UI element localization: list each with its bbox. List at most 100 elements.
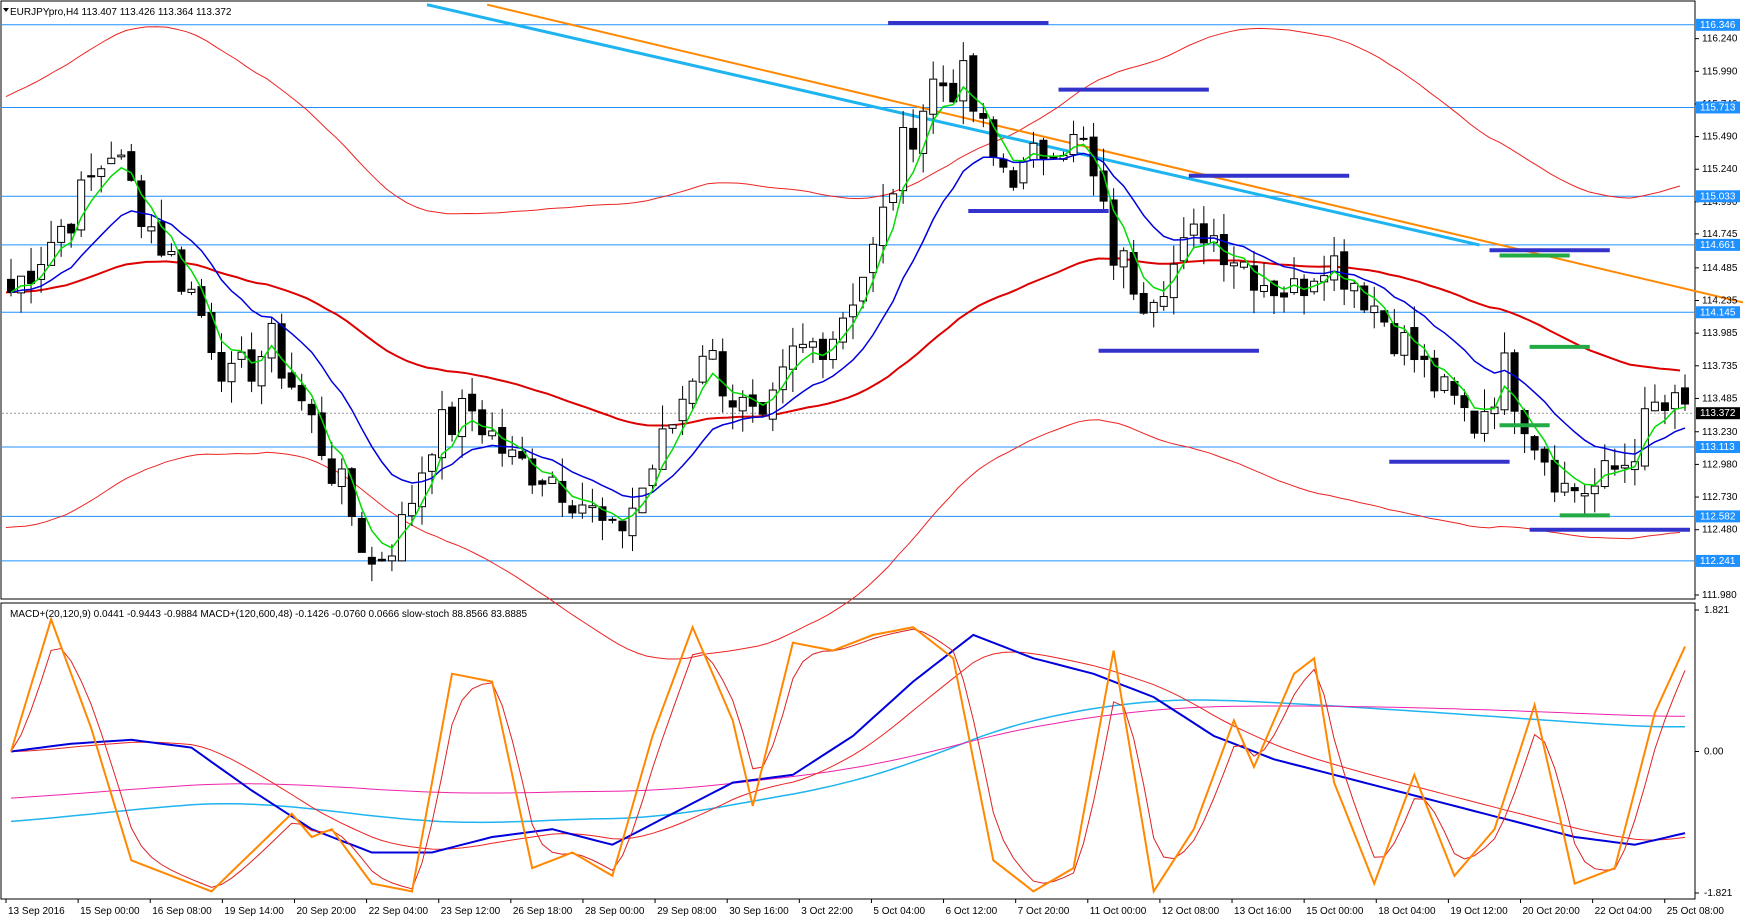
- candle-body: [167, 251, 176, 256]
- candle-body: [1009, 170, 1018, 188]
- candle-body: [1330, 255, 1339, 281]
- candle-body: [1500, 352, 1509, 411]
- candle-body: [1079, 137, 1088, 140]
- candle-body: [778, 366, 787, 391]
- candle-body: [127, 151, 136, 181]
- chevron-down-icon[interactable]: [3, 8, 9, 12]
- candle-body: [608, 518, 617, 521]
- candle-body: [808, 341, 817, 348]
- candle-body: [1069, 134, 1078, 156]
- candle-body: [939, 82, 948, 87]
- macd-slow-magenta: [10, 705, 1685, 799]
- candle-body: [889, 193, 898, 204]
- candle-body: [658, 428, 667, 470]
- candle-body: [347, 468, 356, 518]
- candle-body: [1259, 285, 1269, 292]
- price-tick-label: 113.230: [1702, 427, 1738, 438]
- candle-body: [1440, 376, 1449, 391]
- candle-body: [1139, 293, 1148, 314]
- indicator-tick-label: -1.821: [1704, 888, 1733, 899]
- indicator-label: MACD+(20,120,9) 0.0441 -0.9443 -0.9884 M…: [10, 609, 527, 620]
- candle-body: [1360, 285, 1369, 311]
- candle-body: [568, 505, 577, 514]
- candle-body: [849, 304, 858, 318]
- candle-body: [1380, 310, 1389, 323]
- time-tick-label: 3 Oct 22:00: [801, 906, 853, 917]
- candle-body: [1480, 411, 1489, 434]
- candle-body: [698, 355, 707, 383]
- candle-body: [708, 350, 717, 360]
- candle-body: [1219, 234, 1228, 266]
- level-label: 112.241: [1700, 556, 1736, 567]
- candle-body: [117, 154, 126, 158]
- candle-body: [407, 502, 416, 517]
- candle-body: [1680, 387, 1690, 405]
- candle-body: [678, 398, 687, 422]
- price-tick-label: 115.990: [1702, 66, 1738, 77]
- candle-body: [1109, 199, 1118, 266]
- candle-body: [217, 351, 226, 382]
- candle-body: [1119, 250, 1128, 268]
- price-tick-label: 114.485: [1702, 263, 1738, 274]
- candle-body: [1149, 301, 1158, 313]
- candle-body: [488, 430, 497, 437]
- candle-body: [307, 403, 316, 416]
- candle-body: [688, 380, 697, 404]
- candle-body: [1570, 487, 1579, 492]
- level-label-bg: [1696, 18, 1740, 31]
- envelope-upper: [5, 26, 1681, 215]
- candle-body: [949, 82, 958, 103]
- level-label-bg: [1696, 238, 1740, 251]
- candle-body: [1199, 223, 1208, 244]
- indicator-chart: [10, 616, 1686, 895]
- candle-body: [428, 454, 437, 472]
- candle-body: [1670, 392, 1679, 410]
- level-label: 112.582: [1700, 511, 1736, 522]
- candle-body: [1249, 265, 1258, 291]
- price-tick-label: 115.490: [1702, 132, 1738, 143]
- candle-body: [498, 427, 507, 454]
- level-label-bg: [1696, 101, 1740, 114]
- candle-body: [478, 409, 487, 436]
- level-label: 114.145: [1700, 307, 1736, 318]
- candle-body: [668, 424, 677, 429]
- candle-body: [468, 393, 477, 412]
- time-tick-label: 13 Oct 16:00: [1234, 906, 1292, 917]
- level-label-bg: [1696, 190, 1740, 203]
- candle-body: [788, 345, 797, 370]
- time-tick-label: 22 Oct 04:00: [1595, 906, 1653, 917]
- time-tick-label: 18 Oct 04:00: [1378, 906, 1436, 917]
- price-tick-label: 116.240: [1702, 34, 1738, 45]
- candle-body: [1179, 237, 1188, 262]
- candle-body: [578, 504, 587, 514]
- level-label-bg: [1696, 510, 1740, 523]
- candle-body: [818, 338, 827, 360]
- chart-title: EURJPYpro,H4 113.407 113.426 113.364 113…: [10, 7, 232, 18]
- candle-body: [1620, 464, 1629, 469]
- candle-body: [177, 249, 186, 292]
- candle-body: [588, 505, 597, 509]
- candle-body: [1550, 459, 1559, 493]
- candle-body: [317, 412, 326, 456]
- candle-body: [448, 406, 457, 436]
- time-tick-label: 29 Sep 08:00: [657, 906, 717, 917]
- level-label-bg: [1696, 554, 1740, 567]
- candle-body: [959, 60, 968, 102]
- time-tick-label: 5 Oct 04:00: [873, 906, 925, 917]
- time-tick-label: 20 Sep 20:00: [296, 906, 356, 917]
- level-label-bg: [1696, 441, 1740, 454]
- candle-body: [1540, 448, 1549, 463]
- time-tick-label: 20 Oct 20:00: [1523, 906, 1581, 917]
- candle-body: [909, 127, 918, 150]
- candle-body: [528, 458, 537, 486]
- candle-body: [1270, 280, 1279, 297]
- candle-body: [1370, 305, 1379, 314]
- candle-body: [387, 555, 396, 562]
- candle-body: [929, 78, 938, 115]
- candle-body: [397, 514, 406, 562]
- time-tick-label: 12 Oct 08:00: [1162, 906, 1220, 917]
- candle-body: [1590, 485, 1599, 495]
- level-label: 114.661: [1700, 240, 1736, 251]
- time-tick-label: 7 Oct 20:00: [1018, 906, 1070, 917]
